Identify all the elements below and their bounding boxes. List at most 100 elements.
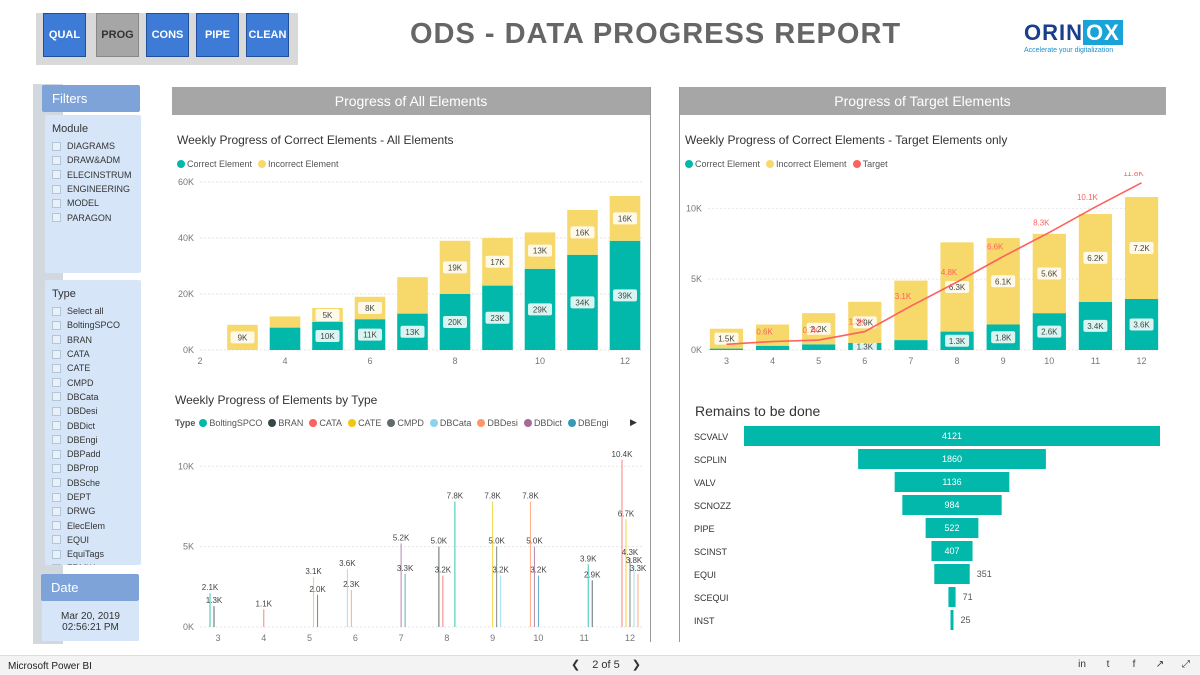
prev-page-icon[interactable]: ❮ xyxy=(571,659,581,671)
funnel-bar[interactable] xyxy=(950,610,954,630)
checkbox-icon[interactable] xyxy=(52,563,61,565)
checkbox-icon[interactable] xyxy=(52,141,61,151)
module-option[interactable]: DRAW&ADM xyxy=(45,153,141,167)
nav-button-pipe[interactable]: PIPE xyxy=(196,13,239,57)
funnel-bar[interactable] xyxy=(948,587,956,607)
checkbox-icon[interactable] xyxy=(52,378,61,388)
checkbox-icon[interactable] xyxy=(52,392,61,402)
funnel-bar[interactable] xyxy=(925,518,979,538)
type-option[interactable]: EQUI xyxy=(45,533,141,547)
type-option[interactable]: BRAN xyxy=(45,333,141,347)
module-option[interactable]: ENGINEERING xyxy=(45,182,141,196)
funnel-bar[interactable] xyxy=(931,541,973,561)
bar-segment[interactable] xyxy=(397,277,428,314)
type-option[interactable]: DBPadd xyxy=(45,447,141,461)
bar-segment[interactable] xyxy=(755,345,790,350)
type-option[interactable]: DEPT xyxy=(45,490,141,504)
chart-all-elements[interactable]: 0K 20K 40K 60K 2 4 6 8 10 12 9K 10K 5K 11K 8K 13K 20K 19K… xyxy=(172,172,650,372)
checkbox-icon[interactable] xyxy=(52,535,61,545)
bar-segment[interactable] xyxy=(755,324,790,346)
checkbox-icon[interactable] xyxy=(52,363,61,373)
facebook-icon[interactable]: f xyxy=(1132,659,1136,670)
nav-button-cons[interactable]: CONS xyxy=(146,13,189,57)
chart-remains-funnel[interactable]: SCVALV 4121 SCPLIN 1860 VALV 1136 SCNOZZ 984 PIP… xyxy=(680,420,1166,635)
type-option[interactable]: DBCata xyxy=(45,390,141,404)
checkbox-icon[interactable] xyxy=(52,184,61,194)
type-option[interactable]: BoltingSPCO xyxy=(45,318,141,332)
type-option[interactable]: DBDict xyxy=(45,418,141,432)
bar-segment[interactable] xyxy=(894,340,928,350)
share-icon[interactable]: ↗ xyxy=(1155,659,1165,670)
type-option[interactable]: EquiTags xyxy=(45,547,141,561)
funnel-bar[interactable] xyxy=(902,495,1002,515)
nav-button-qual[interactable]: QUAL xyxy=(43,13,86,57)
module-option[interactable]: PARAGON xyxy=(45,210,141,224)
funnel-bar[interactable] xyxy=(894,472,1010,492)
legend-item[interactable]: CATA xyxy=(309,418,342,428)
bar-segment[interactable] xyxy=(269,316,301,328)
bar-segment[interactable] xyxy=(269,327,301,350)
legend-item[interactable]: DBDesi xyxy=(477,418,518,428)
checkbox-icon[interactable] xyxy=(52,155,61,165)
checkbox-icon[interactable] xyxy=(52,198,61,208)
legend-item[interactable]: CMPD xyxy=(387,418,424,428)
type-option[interactable]: FRMW xyxy=(45,561,141,565)
legend-item[interactable]: CATE xyxy=(348,418,381,428)
legend-item[interactable]: BoltingSPCO xyxy=(199,418,262,428)
checkbox-icon[interactable] xyxy=(52,421,61,431)
checkbox-icon[interactable] xyxy=(52,320,61,330)
type-option[interactable]: DBProp xyxy=(45,461,141,475)
checkbox-icon[interactable] xyxy=(52,170,61,180)
module-option[interactable]: DIAGRAMS xyxy=(45,139,141,153)
legend-item[interactable]: Correct Element xyxy=(685,159,760,169)
type-option[interactable]: CMPD xyxy=(45,375,141,389)
checkbox-icon[interactable] xyxy=(52,306,61,316)
fullscreen-icon[interactable]: ⤢ xyxy=(1182,659,1190,670)
chart-elements-by-type[interactable]: 0K 5K 10K 3 4 5 6 7 8 9 10 11 12 2.1K 1.3K 1.1K 3.1K 2.0K… xyxy=(172,440,650,645)
legend-item[interactable]: Incorrect Element xyxy=(766,159,847,169)
funnel-bar[interactable] xyxy=(934,564,970,584)
module-option[interactable]: MODEL xyxy=(45,196,141,210)
checkbox-icon[interactable] xyxy=(52,549,61,559)
checkbox-icon[interactable] xyxy=(52,349,61,359)
twitter-icon[interactable]: t xyxy=(1106,659,1110,670)
nav-button-prog[interactable]: PROG xyxy=(96,13,139,57)
checkbox-icon[interactable] xyxy=(52,449,61,459)
bar-segment[interactable] xyxy=(802,344,836,350)
funnel-bar[interactable] xyxy=(744,426,1160,446)
next-page-icon[interactable]: ❯ xyxy=(631,659,641,671)
type-option[interactable]: CATE xyxy=(45,361,141,375)
module-option[interactable]: ELECINSTRUM xyxy=(45,168,141,182)
type-option[interactable]: DBDesi xyxy=(45,404,141,418)
type-option[interactable]: DRWG xyxy=(45,504,141,518)
type-option[interactable]: DBSche xyxy=(45,476,141,490)
legend-item[interactable]: Target xyxy=(852,159,888,169)
legend-scroll-arrow-icon[interactable]: ▶ xyxy=(630,417,637,427)
nav-button-clean[interactable]: CLEAN xyxy=(246,13,289,57)
legend-item[interactable]: Correct Element xyxy=(177,159,252,169)
checkbox-icon[interactable] xyxy=(52,213,61,223)
bar-segment[interactable] xyxy=(709,348,744,350)
checkbox-icon[interactable] xyxy=(52,435,61,445)
linkedin-icon[interactable]: in xyxy=(1078,659,1086,670)
type-option[interactable]: Select all xyxy=(45,304,141,318)
checkbox-icon[interactable] xyxy=(52,406,61,416)
type-option[interactable]: ElecElem xyxy=(45,518,141,532)
bar-segment[interactable] xyxy=(894,280,928,341)
filters-header[interactable]: Filters xyxy=(42,85,140,112)
checkbox-icon[interactable] xyxy=(52,492,61,502)
type-option[interactable]: DBEngi xyxy=(45,433,141,447)
legend-item[interactable]: BRAN xyxy=(268,418,303,428)
legend-item[interactable]: Incorrect Element xyxy=(258,159,339,169)
legend-item[interactable]: DBDict xyxy=(523,418,562,428)
checkbox-icon[interactable] xyxy=(52,463,61,473)
legend-item[interactable]: DBCata xyxy=(429,418,471,428)
checkbox-icon[interactable] xyxy=(52,506,61,516)
legend-item[interactable]: DBEngi xyxy=(567,418,608,428)
checkbox-icon[interactable] xyxy=(52,335,61,345)
target-line[interactable] xyxy=(726,182,1142,346)
funnel-bar[interactable] xyxy=(858,449,1046,469)
checkbox-icon[interactable] xyxy=(52,521,61,531)
checkbox-icon[interactable] xyxy=(52,478,61,488)
